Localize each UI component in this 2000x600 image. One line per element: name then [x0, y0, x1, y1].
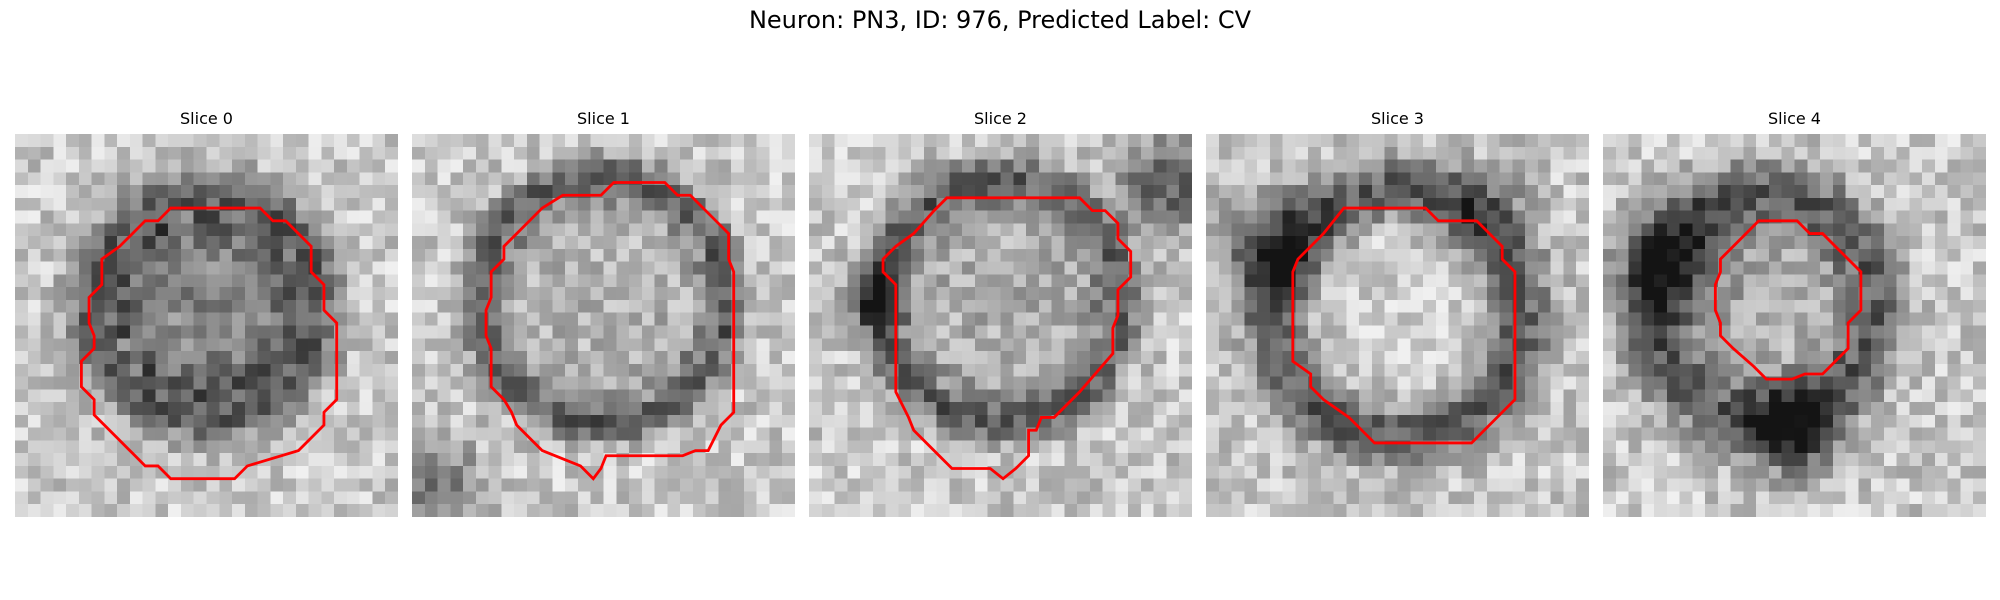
pixel-grid: [1206, 134, 1589, 517]
pixel-grid: [809, 134, 1192, 517]
vesicle-contour: [79, 206, 339, 481]
slice-title: Slice 3: [1371, 109, 1424, 128]
slice-title: Slice 2: [974, 109, 1027, 128]
pixel-grid: [412, 134, 795, 517]
slice-panel-4: Slice 4: [1603, 110, 1986, 517]
figure-title: Neuron: PN3, ID: 976, Predicted Label: C…: [748, 6, 1252, 34]
slice-title: Slice 4: [1768, 109, 1821, 128]
slice-image: [1603, 134, 1986, 517]
slice-title: Slice 0: [180, 109, 233, 128]
slice-panel-2: Slice 2: [809, 110, 1192, 517]
slice-panel-1: Slice 1: [412, 110, 795, 517]
slice-image: [1206, 134, 1589, 517]
vesicle-contour: [1713, 219, 1863, 381]
slice-image: [809, 134, 1192, 517]
pixel-grid: [1603, 134, 1986, 517]
pixel-grid: [15, 134, 398, 517]
slice-title: Slice 1: [577, 109, 630, 128]
vesicle-contour: [1291, 206, 1517, 445]
slice-image: [412, 134, 795, 517]
vesicle-contour: [484, 181, 736, 481]
slice-panel-3: Slice 3: [1206, 110, 1589, 517]
slice-image: [15, 134, 398, 517]
slice-panel-0: Slice 0: [15, 110, 398, 517]
vesicle-contour: [881, 196, 1133, 481]
